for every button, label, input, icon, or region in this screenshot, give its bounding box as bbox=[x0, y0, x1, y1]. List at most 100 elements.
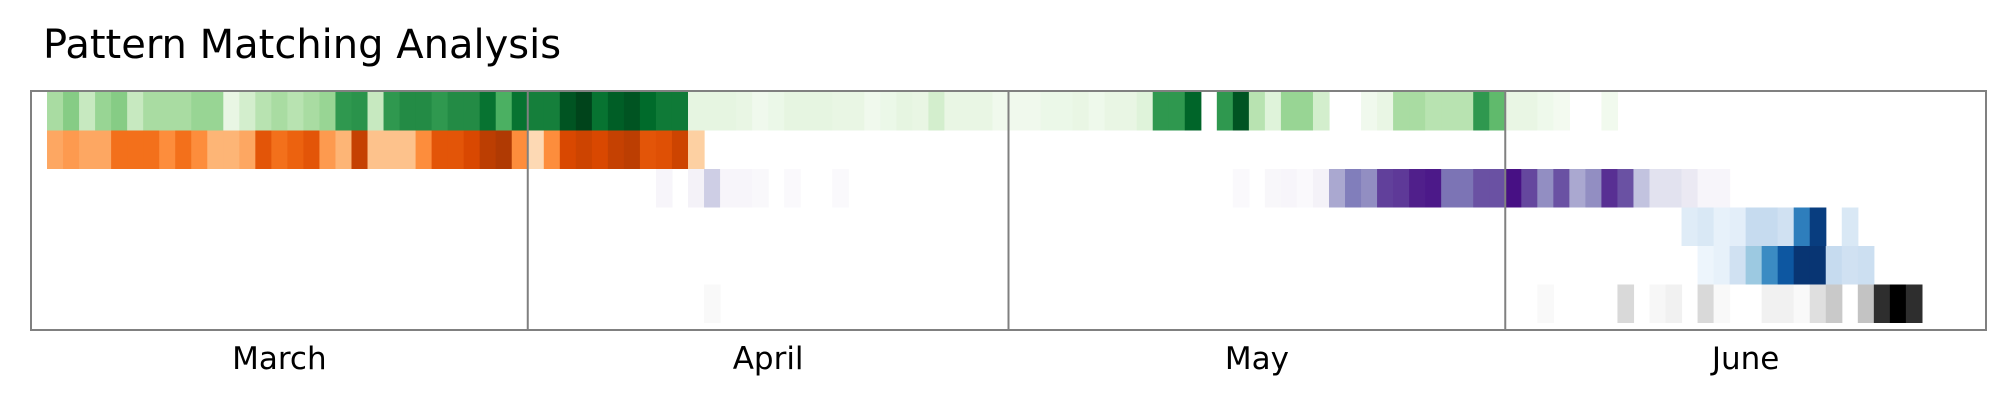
heatmap-cell bbox=[1361, 92, 1378, 131]
heatmap-cell bbox=[1761, 246, 1779, 285]
heatmap-cell bbox=[495, 92, 513, 131]
heatmap-cell bbox=[463, 130, 481, 169]
heatmap-cell bbox=[1136, 92, 1154, 131]
heatmap-cell bbox=[1409, 169, 1426, 208]
heatmap-cell bbox=[912, 92, 929, 131]
heatmap-cell bbox=[1713, 207, 1731, 246]
heatmap-cell bbox=[95, 92, 112, 131]
heatmap-cell bbox=[736, 92, 753, 131]
heatmap-cell bbox=[1857, 246, 1875, 285]
month-label-june: June bbox=[1710, 341, 1780, 377]
heatmap-cell bbox=[1857, 284, 1875, 323]
heatmap-cell bbox=[575, 92, 593, 131]
heatmap-cell bbox=[239, 130, 256, 169]
heatmap-cell bbox=[768, 92, 785, 131]
heatmap-cell bbox=[1425, 92, 1442, 131]
heatmap-cell bbox=[415, 92, 433, 131]
heatmap-cell bbox=[1409, 92, 1426, 131]
heatmap-cell bbox=[303, 92, 321, 131]
heatmap-cell bbox=[1713, 246, 1731, 285]
heatmap-cell bbox=[1649, 284, 1667, 323]
heatmap-cell bbox=[1312, 169, 1330, 208]
heatmap-cell bbox=[127, 130, 144, 169]
heatmap-cell bbox=[655, 169, 673, 208]
heatmap-cell bbox=[1729, 207, 1747, 246]
heatmap-cell bbox=[431, 92, 449, 131]
heatmap-cell bbox=[1601, 169, 1619, 208]
heatmap-cell bbox=[688, 92, 705, 131]
heatmap-cell bbox=[816, 92, 833, 131]
heatmap-cell bbox=[1569, 169, 1586, 208]
chart-title: Pattern Matching Analysis bbox=[43, 22, 562, 68]
heatmap-cell bbox=[1505, 169, 1522, 208]
heatmap-cell bbox=[1665, 284, 1683, 323]
heatmap-cell bbox=[271, 92, 288, 131]
heatmap-cell bbox=[399, 92, 417, 131]
heatmap-cell bbox=[335, 130, 353, 169]
heatmap-cell bbox=[752, 169, 769, 208]
heatmap-cell bbox=[800, 92, 817, 131]
heatmap-cell bbox=[960, 92, 978, 131]
heatmap-cell bbox=[1425, 169, 1442, 208]
heatmap-cell bbox=[896, 92, 913, 131]
heatmap-cell bbox=[1104, 92, 1122, 131]
heatmap-cell bbox=[1777, 284, 1795, 323]
heatmap-cell bbox=[1617, 284, 1635, 323]
heatmap-cell bbox=[1489, 92, 1506, 131]
heatmap-cell bbox=[784, 169, 801, 208]
heatmap-cell bbox=[1328, 169, 1346, 208]
heatmap-cell bbox=[1793, 207, 1811, 246]
heatmap-cell bbox=[992, 92, 1010, 131]
heatmap-cell bbox=[559, 130, 577, 169]
heatmap-cell bbox=[1633, 169, 1651, 208]
heatmap-cell bbox=[720, 169, 737, 208]
heatmap-cell bbox=[399, 130, 417, 169]
heatmap-cell bbox=[1505, 92, 1522, 131]
heatmap-cell bbox=[1873, 284, 1891, 323]
heatmap-cell bbox=[1681, 169, 1699, 208]
heatmap-cell bbox=[848, 92, 865, 131]
heatmap-cell bbox=[351, 130, 369, 169]
heatmap-cell bbox=[1777, 207, 1795, 246]
heatmap-cell bbox=[79, 92, 96, 131]
heatmap-cell bbox=[704, 169, 721, 208]
heatmap-cell bbox=[1296, 92, 1314, 131]
heatmap-cell bbox=[1441, 169, 1458, 208]
heatmap-cell bbox=[1072, 92, 1090, 131]
heatmap-cell bbox=[1665, 169, 1683, 208]
heatmap-cell bbox=[671, 130, 689, 169]
heatmap-cell bbox=[319, 92, 337, 131]
heatmap-cell bbox=[1681, 207, 1699, 246]
heatmap-cell bbox=[95, 130, 112, 169]
heatmap-cell bbox=[607, 92, 625, 131]
heatmap-cell bbox=[880, 92, 897, 131]
heatmap-cell bbox=[1056, 92, 1074, 131]
heatmap-cell bbox=[1296, 169, 1314, 208]
heatmap-cell bbox=[1088, 92, 1106, 131]
heatmap-cell bbox=[1793, 284, 1811, 323]
heatmap-cell bbox=[543, 130, 561, 169]
heatmap-cell bbox=[159, 130, 176, 169]
heatmap-cell bbox=[1809, 246, 1827, 285]
heatmap-cell bbox=[287, 130, 305, 169]
heatmap-cell bbox=[223, 130, 240, 169]
heatmap-cell bbox=[271, 130, 288, 169]
heatmap-cell bbox=[287, 92, 305, 131]
heatmap-cell bbox=[864, 92, 881, 131]
heatmap-cell bbox=[1232, 169, 1250, 208]
heatmap-cell bbox=[143, 92, 160, 131]
heatmap-cell bbox=[1761, 284, 1779, 323]
heatmap-cell bbox=[1905, 284, 1923, 323]
heatmap-cell bbox=[1168, 92, 1186, 131]
heatmap-cell bbox=[1040, 92, 1058, 131]
heatmap-cell bbox=[47, 92, 64, 131]
heatmap-cell bbox=[671, 92, 689, 131]
heatmap-cell bbox=[1008, 92, 1026, 131]
heatmap-cell bbox=[655, 92, 673, 131]
heatmap-cell bbox=[1473, 169, 1490, 208]
heatmap-cell bbox=[720, 92, 737, 131]
heatmap-cell bbox=[1457, 92, 1474, 131]
heatmap-cell bbox=[1553, 169, 1570, 208]
heatmap-cell bbox=[1361, 169, 1378, 208]
